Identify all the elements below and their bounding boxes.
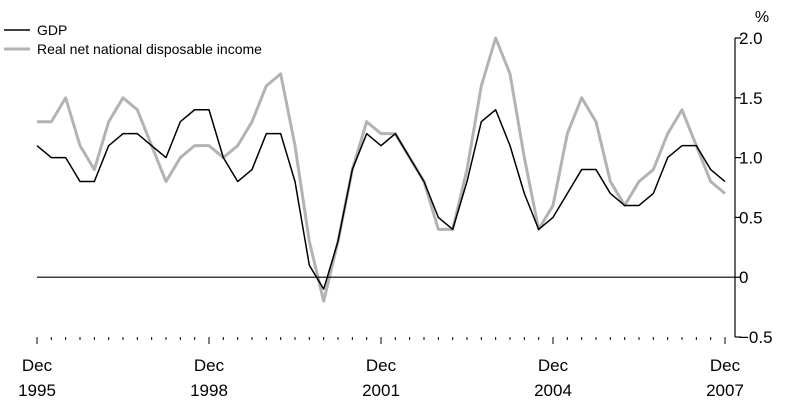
x-tick-label-month: Dec: [22, 356, 53, 375]
x-tick-label-month: Dec: [538, 356, 569, 375]
x-tick-label-month: Dec: [710, 356, 741, 375]
legend: GDP Real net national disposable income: [4, 22, 262, 57]
series-line-gdp: [36, 109, 726, 290]
x-tick-label-year: 1998: [190, 381, 228, 400]
y-tick-label: 1.5: [739, 89, 763, 108]
legend-label-income: Real net national disposable income: [37, 41, 262, 57]
legend-label-gdp: GDP: [37, 22, 67, 38]
x-tick-label-year: 1995: [18, 381, 56, 400]
y-tick-label: 0.5: [739, 208, 763, 227]
y-tick-label: 2.0: [739, 29, 763, 48]
y-tick-label: 1.0: [739, 149, 763, 168]
series-lines: [36, 36, 726, 303]
x-tick-label-year: 2004: [534, 381, 572, 400]
x-tick-label-month: Dec: [194, 356, 225, 375]
y-tick-label: 0: [739, 268, 748, 287]
series-line-income: [37, 36, 726, 303]
x-tick-label-month: Dec: [366, 356, 397, 375]
axes: −0.5 0 0.5 1.0 1.5 2.0 Dec 1995 Dec 1998 Dec 2001 De…: [18, 29, 772, 400]
y-tick-label: −0.5: [739, 328, 773, 347]
x-tick-label-year: 2007: [706, 381, 744, 400]
y-axis-unit-label: %: [755, 9, 769, 26]
x-tick-label-year: 2001: [362, 381, 400, 400]
